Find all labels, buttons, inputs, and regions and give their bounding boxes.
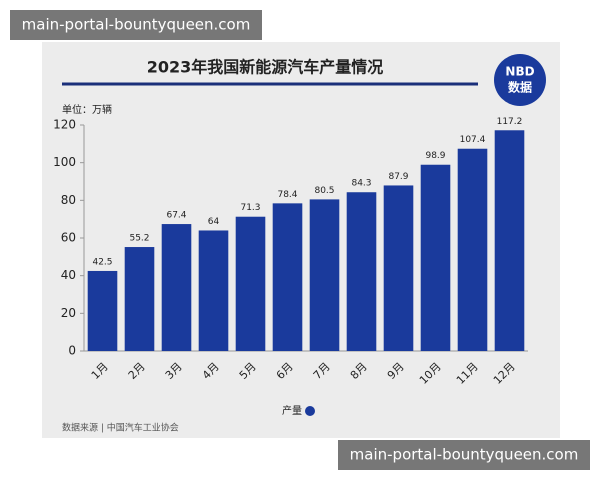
value-label: 67.4 — [166, 211, 186, 221]
value-label: 71.3 — [240, 203, 260, 213]
value-label: 42.5 — [92, 257, 112, 267]
axis-unit: 单位：万辆 — [62, 103, 112, 116]
value-label: 78.4 — [277, 190, 297, 200]
bar — [198, 230, 229, 351]
bar — [346, 192, 377, 351]
overlay-text: main-portal-bountyqueen.com — [22, 16, 251, 34]
value-label: 84.3 — [351, 179, 371, 189]
y-tick-label: 60 — [61, 231, 76, 245]
bar — [383, 185, 414, 351]
bar — [161, 224, 192, 351]
bar — [124, 247, 155, 351]
value-label: 107.4 — [460, 135, 486, 145]
value-label: 98.9 — [425, 151, 445, 161]
logo-text: NBD — [505, 65, 534, 79]
overlay-text: main-portal-bountyqueen.com — [350, 446, 579, 464]
bar — [494, 130, 525, 351]
overlay-banner — [10, 10, 262, 40]
value-label: 80.5 — [314, 186, 334, 196]
y-tick-label: 80 — [61, 193, 76, 207]
y-tick-label: 40 — [61, 268, 76, 282]
chart-title: 2023年我国新能源汽车产量情况 — [147, 58, 384, 77]
y-tick-label: 120 — [53, 118, 76, 132]
overlay-banner — [338, 440, 590, 470]
source: 数据来源 | 中国汽车工业协会 — [62, 422, 179, 434]
y-tick-label: 0 — [68, 344, 76, 358]
value-label: 55.2 — [129, 234, 149, 244]
y-tick-label: 20 — [61, 306, 76, 320]
bar — [420, 164, 451, 351]
bar — [309, 199, 340, 351]
bar — [272, 203, 303, 351]
bar — [87, 270, 118, 351]
logo — [494, 54, 546, 106]
y-tick-label: 100 — [53, 155, 76, 169]
legend-label: 产量 — [282, 404, 302, 417]
logo-text: 数据 — [508, 80, 532, 95]
bar — [457, 148, 488, 351]
value-label: 64 — [208, 217, 220, 227]
value-label: 117.2 — [497, 117, 523, 127]
value-label: 87.9 — [388, 172, 408, 182]
bar — [235, 216, 266, 351]
legend-swatch — [305, 406, 315, 416]
